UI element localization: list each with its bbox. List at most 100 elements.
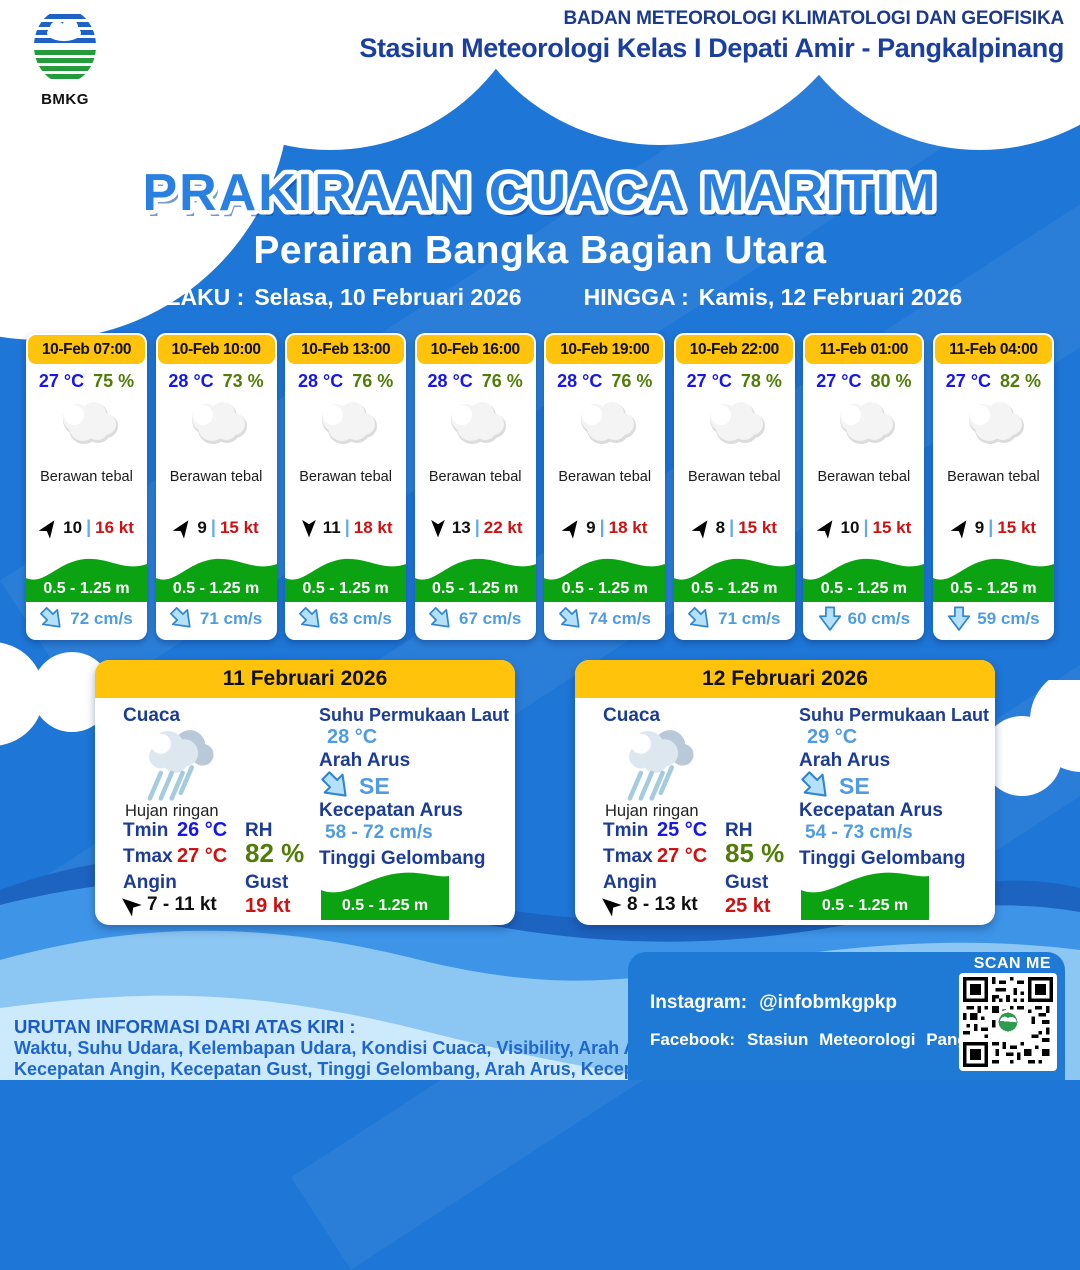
daily-condition: Hujan ringan xyxy=(605,802,699,820)
current-speed-value: 58 - 72 cm/s xyxy=(325,822,433,843)
valid-from-date: Selasa, 10 Februari 2026 xyxy=(254,284,522,310)
wind-direction-icon xyxy=(595,890,626,921)
tmax-label: Tmax xyxy=(123,846,173,867)
wave-height-band: 0.5 - 1.25 m xyxy=(544,552,666,602)
valid-from-label: BERLAKU : xyxy=(117,284,245,310)
condition-label: Berawan tebal xyxy=(169,469,263,485)
temp-humidity-row: 28 °C 76 % xyxy=(285,371,406,392)
tmin-label: Tmin xyxy=(603,820,649,841)
note-line: Kecepatan Angin, Kecepatan Gust, Tinggi … xyxy=(14,1059,718,1079)
wave-height-band: 0.5 - 1.25 m xyxy=(673,552,795,602)
facebook-label: Facebook: xyxy=(650,1030,736,1049)
wind-row: 10 | 15 kt xyxy=(803,517,924,539)
gust-speed: 16 kt xyxy=(95,517,134,537)
daily-wind-value: 7 - 11 kt xyxy=(147,894,217,915)
forecast-card: 10-Feb 22:00 27 °C 78 % B xyxy=(673,333,795,640)
rain-icon xyxy=(133,722,225,807)
forecast-card: 10-Feb 10:00 28 °C 73 % B xyxy=(155,333,277,640)
weather-label: Cuaca xyxy=(603,705,661,726)
wave-height-band: 0.5 - 1.25 m xyxy=(285,552,407,602)
condition-label: Berawan tebal xyxy=(40,469,133,485)
rh-label: RH xyxy=(725,820,753,841)
valid-from: BERLAKU : Selasa, 10 Februari 2026 xyxy=(118,284,522,311)
temp-humidity-row: 27 °C 75 % xyxy=(26,371,147,392)
wave-height-band: 0.5 - 1.25 m xyxy=(321,868,449,920)
humidity: 76 % xyxy=(352,371,394,391)
daily-wind-row: 8 - 13 kt xyxy=(599,894,698,917)
current-direction-value: SE xyxy=(839,772,870,799)
tmax-value: 27 °C xyxy=(657,845,708,867)
wave-height-label: Tinggi Gelombang xyxy=(319,848,486,869)
wind-speed: 10 xyxy=(840,517,860,537)
condition-label: Berawan tebal xyxy=(947,469,1040,485)
gust-speed: 18 kt xyxy=(608,517,648,537)
wave-height: 0.5 - 1.25 m xyxy=(432,580,519,597)
condition-label: Berawan tebal xyxy=(299,469,392,485)
current-speed: 74 cm/s xyxy=(588,609,651,628)
wave-height-band: 0.5 - 1.25 m xyxy=(155,552,277,602)
daily-card-body: Cuaca xyxy=(95,698,515,925)
page-subtitle: Perairan Bangka Bagian Utara xyxy=(253,229,827,272)
wind-row: 13 | 22 kt xyxy=(415,517,536,538)
forecast-time: 10-Feb 13:00 xyxy=(287,335,405,364)
instagram-handle[interactable]: @infobmkgpkp xyxy=(759,992,897,1013)
wind-direction-icon xyxy=(169,514,197,542)
wind-direction-icon xyxy=(558,514,586,542)
wind-row: 9 | 18 kt xyxy=(544,517,665,539)
separator: | xyxy=(599,517,605,537)
wind-row: 8 | 15 kt xyxy=(674,517,795,539)
air-temperature: 27 °C xyxy=(38,371,85,391)
instagram-row[interactable]: Instagram: @infobmkgpkp xyxy=(650,992,897,1014)
rh-value: 85 % xyxy=(725,838,785,868)
wind-speed: 9 xyxy=(974,517,985,537)
current-speed: 60 cm/s xyxy=(847,609,911,628)
current-direction-icon xyxy=(35,601,70,636)
cloudy-icon xyxy=(285,395,406,453)
air-temperature: 28 °C xyxy=(168,371,214,391)
wave-height: 0.5 - 1.25 m xyxy=(820,580,908,597)
temp-humidity-row: 27 °C 82 % xyxy=(933,371,1054,392)
gust-speed: 15 kt xyxy=(997,517,1037,537)
current-direction-icon xyxy=(682,601,717,636)
wave-height: 0.5 - 1.25 m xyxy=(950,580,1037,597)
current-direction-row: SE xyxy=(801,770,870,802)
temp-humidity-row: 27 °C 78 % xyxy=(674,371,795,392)
cloudy-icon xyxy=(544,395,665,453)
gust-speed: 15 kt xyxy=(738,517,777,537)
wind-speed: 8 xyxy=(715,517,726,537)
current-row: 71 cm/s xyxy=(674,606,795,632)
wind-direction-icon xyxy=(947,514,975,542)
condition-label: Berawan tebal xyxy=(687,469,781,485)
separator: | xyxy=(863,517,869,537)
tmin-value: 26 °C xyxy=(177,819,228,841)
separator: | xyxy=(729,517,735,537)
forecast-time: 10-Feb 10:00 xyxy=(157,335,275,364)
separator: | xyxy=(474,517,480,537)
gust-speed: 18 kt xyxy=(353,517,393,537)
air-temperature: 28 °C xyxy=(557,371,603,391)
weather-label: Cuaca xyxy=(123,705,181,726)
wave-height-value: 0.5 - 1.25 m xyxy=(341,897,429,914)
current-row: 67 cm/s xyxy=(415,606,536,632)
current-direction-icon xyxy=(794,764,838,808)
wind-row: 9 | 15 kt xyxy=(156,517,277,539)
rain-icon xyxy=(613,722,705,807)
separator: | xyxy=(988,517,994,537)
current-row: 74 cm/s xyxy=(544,606,665,632)
current-direction-label: Arah Arus xyxy=(799,750,891,771)
forecast-card: 10-Feb 19:00 28 °C 76 % B xyxy=(544,333,666,640)
separator: | xyxy=(344,517,350,537)
gust-value: 25 kt xyxy=(725,895,771,917)
cloudy-icon xyxy=(674,395,795,453)
current-direction-icon xyxy=(553,601,588,636)
station-name: Stasiun Meteorologi Kelas I Depati Amir … xyxy=(359,33,1064,63)
qr-code[interactable] xyxy=(959,973,1057,1071)
forecast-time: 10-Feb 19:00 xyxy=(546,335,664,364)
wave-height-band: 0.5 - 1.25 m xyxy=(414,552,536,602)
humidity: 78 % xyxy=(740,371,782,391)
wind-direction-icon xyxy=(35,514,63,542)
wave-height-label: Tinggi Gelombang xyxy=(799,848,966,869)
sea-surface-temp-value: 28 °C xyxy=(327,726,378,748)
forecast-time: 10-Feb 07:00 xyxy=(28,335,145,364)
tmax-label: Tmax xyxy=(603,846,653,867)
